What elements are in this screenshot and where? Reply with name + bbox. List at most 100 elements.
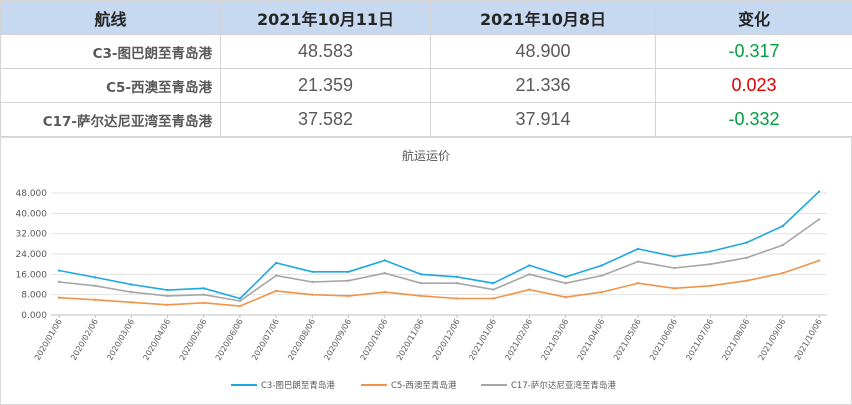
x-tick-label: 2021/03/06	[540, 318, 571, 362]
data-point-series-2	[383, 290, 386, 294]
legend-label: C5-西澳至青岛港	[391, 380, 457, 391]
freight-rate-table: 航线 2021年10月11日 2021年10月8日 变化 C3-图巴朗至青岛港 …	[0, 0, 852, 137]
table-row: C17-萨尔达尼亚湾至青岛港 37.582 37.914 -0.332	[0, 102, 852, 137]
data-point-series-2	[202, 301, 205, 304]
current-rate: 48.583	[220, 34, 431, 69]
data-point-series-3	[419, 282, 423, 285]
header-route: 航线	[0, 0, 221, 35]
data-point-series-3	[528, 273, 531, 276]
data-point-series-3	[166, 294, 169, 298]
data-point-series-3	[311, 280, 314, 284]
x-tick-label: 2020/12/06	[431, 318, 462, 362]
data-point-series-3	[130, 290, 133, 294]
data-point-series-3	[600, 274, 604, 277]
y-tick-label: 0.000	[21, 311, 47, 321]
data-point-series-2	[419, 294, 423, 298]
freight-line-chart: 航运运价 0.000 8.000 16.000 24.000 32.000 40.000 48…	[16, 148, 827, 391]
route-name: C17-萨尔达尼亚湾至青岛港	[0, 102, 221, 137]
rate-change: 0.023	[655, 68, 852, 103]
x-tick-label: 2020/10/06	[359, 318, 390, 362]
data-point-series-1	[347, 270, 350, 273]
data-point-series-2	[238, 304, 242, 308]
data-point-series-2	[455, 297, 459, 300]
data-point-series-3	[564, 282, 567, 285]
y-tick-label: 32.000	[16, 230, 48, 240]
x-tick-label: 2020/09/06	[322, 318, 353, 362]
header-change: 变化	[655, 0, 852, 35]
x-tick-label: 2020/05/06	[178, 318, 209, 362]
data-point-series-3	[274, 274, 278, 277]
current-rate: 37.582	[220, 102, 431, 137]
data-point-series-1	[57, 269, 61, 272]
data-point-series-2	[745, 279, 748, 282]
x-tick-label: 2020/04/06	[141, 318, 172, 362]
series-line-2	[58, 259, 820, 307]
previous-rate: 37.914	[430, 102, 656, 137]
data-point-series-1	[419, 273, 423, 276]
data-point-series-3	[93, 284, 97, 287]
table-row: C5-西澳至青岛港 21.359 21.336 0.023	[0, 68, 852, 103]
data-point-series-2	[311, 293, 314, 296]
x-tick-label: 2021/07/06	[684, 318, 715, 362]
x-tick-label: 2021/09/06	[757, 318, 788, 362]
x-tick-label: 2020/02/06	[69, 318, 100, 362]
data-point-series-1	[673, 255, 676, 258]
x-tick-label: 2020/01/06	[33, 318, 64, 362]
x-tick-label: 2021/10/06	[793, 318, 824, 362]
data-point-series-1	[311, 270, 314, 273]
x-tick-label: 2020/08/06	[286, 318, 317, 362]
data-point-series-1	[600, 264, 604, 267]
data-point-series-2	[166, 303, 169, 307]
y-tick-label: 24.000	[16, 250, 48, 260]
x-tick-label: 2021/04/06	[576, 318, 607, 362]
data-point-series-1	[202, 287, 205, 290]
data-point-series-2	[347, 294, 350, 298]
data-point-series-3	[745, 256, 748, 260]
data-point-series-3	[673, 266, 676, 270]
header-previous-date: 2021年10月8日	[430, 0, 656, 35]
x-tick-label: 2020/07/06	[250, 318, 281, 362]
series-line-3	[58, 218, 820, 302]
data-point-series-2	[274, 289, 278, 293]
y-tick-label: 40.000	[16, 209, 48, 219]
x-tick-label: 2021/02/06	[503, 318, 534, 362]
series-line-1	[58, 191, 820, 300]
chart-title: 航运运价	[402, 148, 450, 163]
x-tick-label: 2021/08/06	[721, 318, 752, 362]
data-point-series-1	[492, 282, 495, 285]
data-point-series-1	[166, 288, 169, 292]
x-tick-label: 2021/06/06	[648, 318, 679, 362]
data-point-series-1	[238, 297, 242, 300]
data-point-series-2	[781, 271, 785, 275]
x-tick-label: 2020/11/06	[395, 318, 426, 362]
data-point-series-3	[202, 293, 205, 296]
data-point-series-2	[709, 284, 712, 287]
data-point-series-1	[383, 259, 386, 262]
data-point-series-1	[817, 190, 821, 193]
data-point-series-2	[636, 282, 640, 285]
data-point-series-3	[709, 262, 712, 266]
data-point-series-1	[709, 250, 712, 253]
data-point-series-1	[781, 224, 785, 228]
data-point-series-2	[817, 259, 821, 262]
x-tick-label: 2021/05/06	[612, 318, 643, 362]
data-point-series-1	[274, 261, 278, 265]
data-point-series-3	[347, 279, 350, 282]
data-point-series-2	[130, 301, 133, 304]
header-current-date: 2021年10月11日	[220, 0, 431, 35]
data-point-series-2	[93, 298, 97, 301]
previous-rate: 21.336	[430, 68, 656, 103]
data-point-series-1	[636, 247, 640, 251]
table-row: C3-图巴朗至青岛港 48.583 48.900 -0.317	[0, 34, 852, 69]
data-point-series-2	[528, 288, 531, 291]
data-point-series-3	[57, 280, 61, 284]
rate-change: -0.332	[655, 102, 852, 137]
x-tick-label: 2020/06/06	[214, 318, 245, 362]
data-point-series-3	[817, 218, 821, 221]
data-point-series-2	[492, 297, 495, 300]
current-rate: 21.359	[220, 68, 431, 103]
data-point-series-1	[564, 275, 567, 279]
data-point-series-1	[455, 275, 459, 279]
legend-label: C17-萨尔达尼亚湾至青岛港	[511, 380, 616, 391]
data-point-series-1	[528, 264, 531, 267]
